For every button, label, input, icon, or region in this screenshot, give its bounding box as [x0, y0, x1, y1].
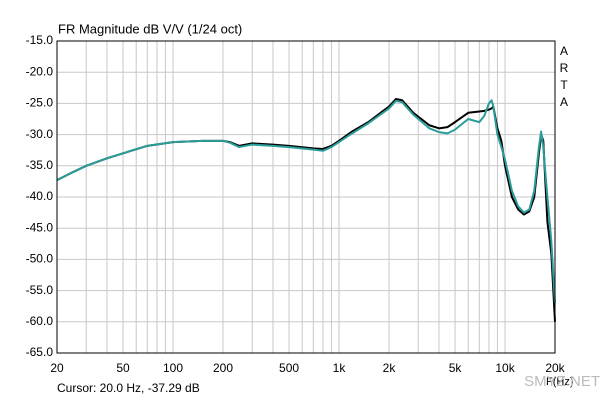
x-tick-label: 100: [163, 361, 183, 375]
x-tick-label: 20: [50, 361, 64, 375]
series-line: [56, 99, 556, 304]
y-tick-label: -25.0: [26, 96, 54, 110]
x-tick-label: 5k: [449, 361, 463, 375]
y-tick-label: -50.0: [26, 252, 54, 266]
y-tick-label: -55.0: [26, 283, 54, 297]
x-tick-label: 500: [279, 361, 299, 375]
y-tick-label: -45.0: [26, 220, 54, 234]
x-tick-label: 2k: [383, 361, 397, 375]
y-tick-label: -30.0: [26, 127, 54, 141]
x-tick-label: 200: [213, 361, 233, 375]
x-axis-label: F(Hz): [546, 376, 574, 388]
y-tick-label: -65.0: [26, 345, 54, 359]
y-tick-label: -15.0: [26, 33, 54, 47]
y-tick-label: -60.0: [26, 314, 54, 328]
y-tick-label: -20.0: [26, 64, 54, 78]
x-tick-label: 20k: [545, 361, 565, 375]
x-tick-label: 50: [116, 361, 130, 375]
x-tick-label: 1k: [333, 361, 347, 375]
plot-frame: [56, 40, 556, 354]
y-tick-label: -35.0: [26, 158, 54, 172]
cursor-readout: Cursor: 20.0 Hz, -37.29 dB: [57, 381, 200, 395]
x-tick-label: 10k: [495, 361, 515, 375]
watermark: SMYZ.NET: [524, 373, 600, 390]
y-tick-label: -40.0: [26, 189, 54, 203]
side-label: ARTA: [557, 44, 571, 112]
chart-title: FR Magnitude dB V/V (1/24 oct): [58, 21, 242, 36]
plot: [56, 98, 556, 322]
